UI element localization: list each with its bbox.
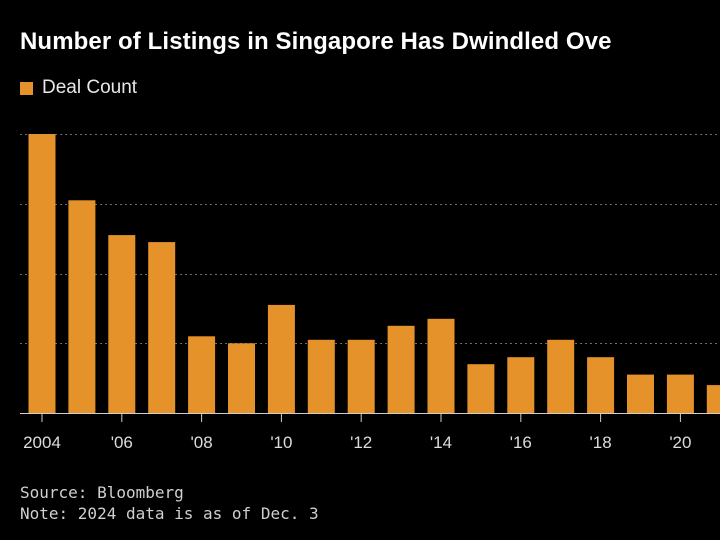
data-note: Note: 2024 data is as of Dec. 3 (20, 504, 319, 523)
bar-2019 (627, 374, 654, 413)
bar-2014 (427, 318, 455, 413)
bar-2004 (28, 134, 56, 413)
x-tick-label: '10 (270, 433, 292, 452)
x-tick-label: '12 (350, 433, 372, 452)
bar-2020 (666, 374, 694, 413)
x-tick-label: '06 (111, 433, 133, 452)
source-note: Source: Bloomberg (20, 483, 184, 502)
bar-2007 (148, 242, 176, 413)
bar-2015 (467, 364, 495, 413)
bar-2006 (108, 235, 136, 413)
bar-2012 (347, 339, 375, 413)
x-tick-label: '18 (590, 433, 612, 452)
bar-2009 (228, 343, 255, 414)
x-tick-label: '08 (191, 433, 213, 452)
footer: Source: Bloomberg Note: 2024 data is as … (20, 482, 319, 524)
bar-2005 (68, 200, 96, 413)
x-tick-label: '16 (510, 433, 532, 452)
bar-2011 (307, 339, 335, 413)
x-tick-label: 2004 (23, 433, 61, 452)
bar-2008 (188, 336, 216, 413)
x-tick-label: '20 (669, 433, 691, 452)
bar-2013 (387, 325, 415, 413)
legend-swatch (20, 81, 33, 95)
legend-label: Deal Count (42, 77, 138, 98)
chart-title: Number of Listings in Singapore Has Dwin… (20, 28, 612, 55)
bar-2016 (507, 357, 535, 413)
bar-2017 (547, 339, 575, 413)
bar-2010 (267, 304, 295, 413)
bar-2018 (587, 357, 615, 413)
bar-2021 (706, 385, 720, 413)
x-tick-label: '14 (430, 433, 452, 452)
legend: Deal Count (20, 77, 137, 99)
